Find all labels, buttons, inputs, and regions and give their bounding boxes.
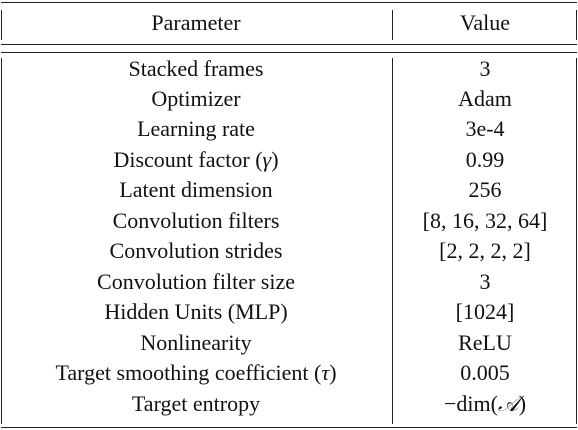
left-border-header	[1, 10, 2, 40]
open-paren: (	[314, 360, 322, 385]
row-value: 3	[479, 269, 491, 294]
header-value: Value	[459, 10, 511, 35]
row-value-suffix: )	[518, 391, 527, 416]
row-parameter: Stacked frames	[128, 56, 264, 81]
row-parameter-with-symbol: Discount factor (γ)	[0, 145, 392, 175]
row-value: 3	[479, 56, 491, 81]
column-separator-header	[392, 10, 393, 40]
gamma-symbol: γ	[262, 147, 272, 172]
row-value: [8, 16, 32, 64]	[422, 208, 548, 233]
row-parameter: Learning rate	[137, 116, 255, 141]
row-value-math: −dim(𝒜)	[393, 389, 577, 419]
row-parameter: Convolution strides	[109, 238, 283, 263]
top-rule	[1, 2, 577, 3]
row-parameter: Target entropy	[131, 391, 261, 416]
row-parameter-label: Discount factor	[113, 147, 250, 172]
row-parameter: Nonlinearity	[140, 330, 252, 355]
column-separator-body	[392, 58, 393, 424]
row-value: ReLU	[458, 330, 512, 355]
row-parameter: Latent dimension	[119, 177, 273, 202]
header-rule	[1, 44, 577, 45]
row-value: 0.99	[465, 147, 505, 172]
right-border-header	[576, 10, 577, 40]
open-paren: (	[255, 147, 263, 172]
row-parameter-with-symbol: Target smoothing coefficient (τ)	[0, 358, 392, 388]
row-parameter: Optimizer	[151, 86, 241, 111]
right-border-body	[576, 58, 577, 424]
row-value: 3e-4	[465, 116, 505, 141]
left-border-body	[1, 58, 2, 424]
row-value: 256	[468, 177, 502, 202]
row-parameter: Convolution filters	[112, 208, 280, 233]
close-paren: )	[329, 360, 337, 385]
row-value: Adam	[458, 86, 512, 111]
body-top-rule	[1, 52, 577, 53]
row-value-prefix: −dim(	[443, 391, 498, 416]
row-parameter: Hidden Units (MLP)	[104, 299, 288, 324]
bottom-rule	[1, 427, 577, 428]
row-value: 0.005	[460, 360, 510, 385]
row-value: [1024]	[455, 299, 515, 324]
row-value: [2, 2, 2, 2]	[439, 238, 531, 263]
close-paren: )	[271, 147, 279, 172]
row-parameter-label: Target smoothing coefficient	[55, 360, 309, 385]
action-space-symbol: 𝒜	[497, 392, 519, 417]
header-parameter: Parameter	[151, 10, 241, 35]
tau-symbol: τ	[321, 360, 330, 385]
row-parameter: Convolution filter size	[97, 269, 295, 294]
